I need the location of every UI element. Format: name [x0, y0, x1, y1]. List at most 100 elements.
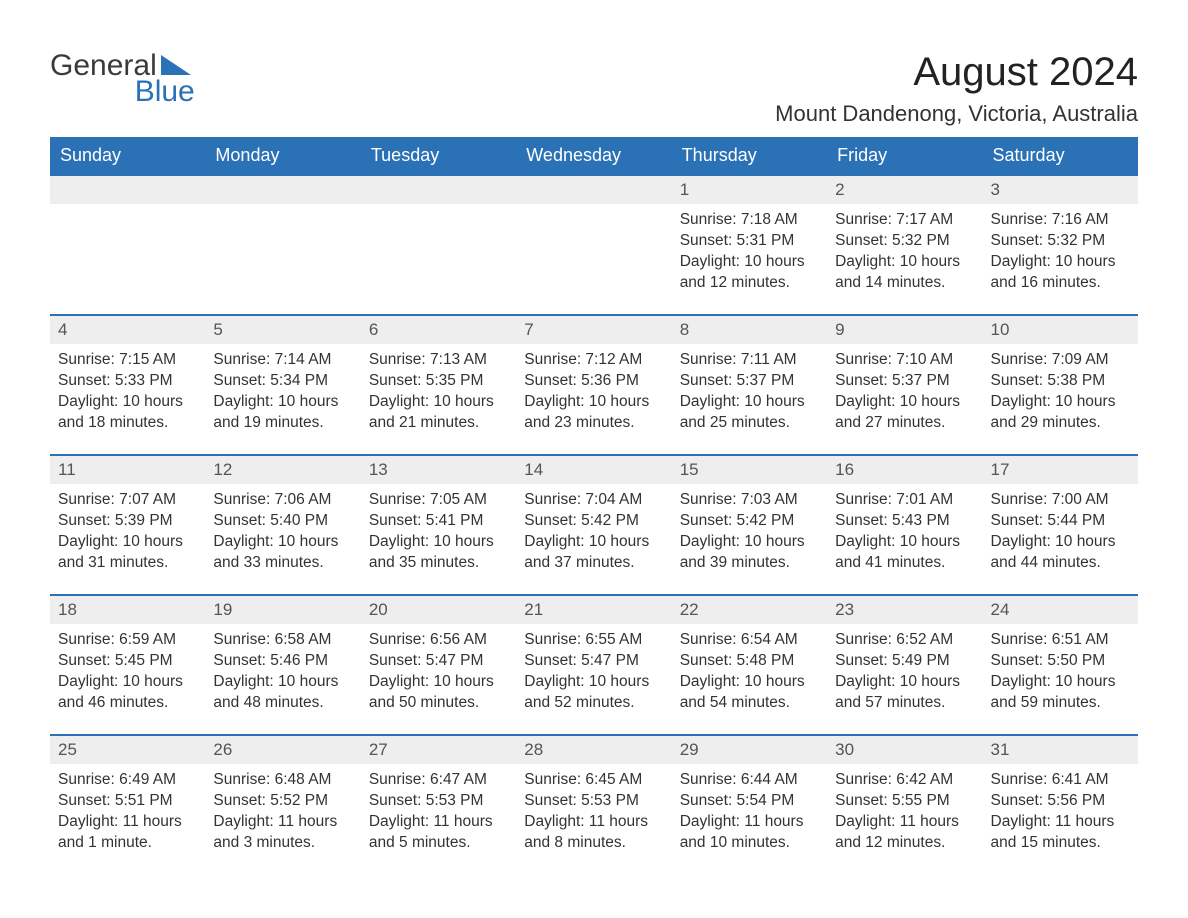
sunrise-text: Sunrise: 7:07 AM	[58, 490, 197, 511]
daylight-text: Daylight: 10 hours and 31 minutes.	[58, 532, 197, 574]
day-body: Sunrise: 7:01 AMSunset: 5:43 PMDaylight:…	[827, 484, 982, 594]
day-number	[205, 176, 360, 204]
weekday-header: Friday	[827, 137, 982, 175]
daylight-text: Daylight: 10 hours and 54 minutes.	[680, 672, 819, 714]
daylight-text: Daylight: 10 hours and 39 minutes.	[680, 532, 819, 574]
calendar-week-row: 18Sunrise: 6:59 AMSunset: 5:45 PMDayligh…	[50, 595, 1138, 735]
sunset-text: Sunset: 5:45 PM	[58, 651, 197, 672]
sunrise-text: Sunrise: 7:06 AM	[213, 490, 352, 511]
day-number	[361, 176, 516, 204]
calendar-cell: 27Sunrise: 6:47 AMSunset: 5:53 PMDayligh…	[361, 735, 516, 874]
calendar-cell: 23Sunrise: 6:52 AMSunset: 5:49 PMDayligh…	[827, 595, 982, 735]
day-number: 15	[672, 456, 827, 484]
day-body: Sunrise: 7:04 AMSunset: 5:42 PMDaylight:…	[516, 484, 671, 594]
day-body: Sunrise: 6:55 AMSunset: 5:47 PMDaylight:…	[516, 624, 671, 734]
header: General Blue August 2024 Mount Dandenong…	[50, 50, 1138, 127]
sunset-text: Sunset: 5:40 PM	[213, 511, 352, 532]
calendar-cell: 13Sunrise: 7:05 AMSunset: 5:41 PMDayligh…	[361, 455, 516, 595]
day-number: 16	[827, 456, 982, 484]
calendar-cell: 28Sunrise: 6:45 AMSunset: 5:53 PMDayligh…	[516, 735, 671, 874]
daylight-text: Daylight: 10 hours and 16 minutes.	[991, 252, 1130, 294]
daylight-text: Daylight: 10 hours and 33 minutes.	[213, 532, 352, 574]
day-number: 20	[361, 596, 516, 624]
day-body: Sunrise: 6:54 AMSunset: 5:48 PMDaylight:…	[672, 624, 827, 734]
day-body: Sunrise: 7:14 AMSunset: 5:34 PMDaylight:…	[205, 344, 360, 454]
sunrise-text: Sunrise: 6:48 AM	[213, 770, 352, 791]
calendar-cell: 2Sunrise: 7:17 AMSunset: 5:32 PMDaylight…	[827, 175, 982, 315]
sunrise-text: Sunrise: 7:16 AM	[991, 210, 1130, 231]
day-body: Sunrise: 6:58 AMSunset: 5:46 PMDaylight:…	[205, 624, 360, 734]
day-body: Sunrise: 7:10 AMSunset: 5:37 PMDaylight:…	[827, 344, 982, 454]
day-body: Sunrise: 7:09 AMSunset: 5:38 PMDaylight:…	[983, 344, 1138, 454]
sunrise-text: Sunrise: 6:47 AM	[369, 770, 508, 791]
sunset-text: Sunset: 5:42 PM	[524, 511, 663, 532]
day-number: 29	[672, 736, 827, 764]
day-body: Sunrise: 7:03 AMSunset: 5:42 PMDaylight:…	[672, 484, 827, 594]
sunset-text: Sunset: 5:49 PM	[835, 651, 974, 672]
sunrise-text: Sunrise: 6:59 AM	[58, 630, 197, 651]
sunrise-text: Sunrise: 6:49 AM	[58, 770, 197, 791]
daylight-text: Daylight: 10 hours and 27 minutes.	[835, 392, 974, 434]
daylight-text: Daylight: 11 hours and 8 minutes.	[524, 812, 663, 854]
day-body: Sunrise: 7:18 AMSunset: 5:31 PMDaylight:…	[672, 204, 827, 314]
sunset-text: Sunset: 5:37 PM	[680, 371, 819, 392]
day-number: 30	[827, 736, 982, 764]
day-number: 18	[50, 596, 205, 624]
daylight-text: Daylight: 10 hours and 25 minutes.	[680, 392, 819, 434]
day-body: Sunrise: 6:41 AMSunset: 5:56 PMDaylight:…	[983, 764, 1138, 874]
daylight-text: Daylight: 11 hours and 10 minutes.	[680, 812, 819, 854]
day-body: Sunrise: 6:56 AMSunset: 5:47 PMDaylight:…	[361, 624, 516, 734]
weekday-header: Wednesday	[516, 137, 671, 175]
calendar-cell-empty	[516, 175, 671, 315]
daylight-text: Daylight: 10 hours and 19 minutes.	[213, 392, 352, 434]
day-number: 8	[672, 316, 827, 344]
calendar-cell: 30Sunrise: 6:42 AMSunset: 5:55 PMDayligh…	[827, 735, 982, 874]
sunrise-text: Sunrise: 7:14 AM	[213, 350, 352, 371]
day-number: 1	[672, 176, 827, 204]
calendar-week-row: 4Sunrise: 7:15 AMSunset: 5:33 PMDaylight…	[50, 315, 1138, 455]
day-body: Sunrise: 7:16 AMSunset: 5:32 PMDaylight:…	[983, 204, 1138, 314]
calendar-cell: 5Sunrise: 7:14 AMSunset: 5:34 PMDaylight…	[205, 315, 360, 455]
day-body: Sunrise: 6:51 AMSunset: 5:50 PMDaylight:…	[983, 624, 1138, 734]
sunrise-text: Sunrise: 7:17 AM	[835, 210, 974, 231]
sunset-text: Sunset: 5:33 PM	[58, 371, 197, 392]
day-number: 25	[50, 736, 205, 764]
day-number	[516, 176, 671, 204]
calendar-cell: 14Sunrise: 7:04 AMSunset: 5:42 PMDayligh…	[516, 455, 671, 595]
day-number: 14	[516, 456, 671, 484]
daylight-text: Daylight: 10 hours and 12 minutes.	[680, 252, 819, 294]
calendar-cell: 7Sunrise: 7:12 AMSunset: 5:36 PMDaylight…	[516, 315, 671, 455]
sunset-text: Sunset: 5:53 PM	[369, 791, 508, 812]
sunset-text: Sunset: 5:56 PM	[991, 791, 1130, 812]
sunset-text: Sunset: 5:50 PM	[991, 651, 1130, 672]
daylight-text: Daylight: 11 hours and 3 minutes.	[213, 812, 352, 854]
daylight-text: Daylight: 10 hours and 46 minutes.	[58, 672, 197, 714]
sunset-text: Sunset: 5:51 PM	[58, 791, 197, 812]
calendar-body: 1Sunrise: 7:18 AMSunset: 5:31 PMDaylight…	[50, 175, 1138, 874]
calendar-cell: 24Sunrise: 6:51 AMSunset: 5:50 PMDayligh…	[983, 595, 1138, 735]
sunrise-text: Sunrise: 6:44 AM	[680, 770, 819, 791]
month-title: August 2024	[775, 50, 1138, 95]
calendar-cell: 25Sunrise: 6:49 AMSunset: 5:51 PMDayligh…	[50, 735, 205, 874]
weekday-header: Thursday	[672, 137, 827, 175]
sunrise-text: Sunrise: 7:12 AM	[524, 350, 663, 371]
daylight-text: Daylight: 10 hours and 18 minutes.	[58, 392, 197, 434]
day-body: Sunrise: 7:07 AMSunset: 5:39 PMDaylight:…	[50, 484, 205, 594]
daylight-text: Daylight: 10 hours and 14 minutes.	[835, 252, 974, 294]
sunset-text: Sunset: 5:53 PM	[524, 791, 663, 812]
sunrise-text: Sunrise: 6:54 AM	[680, 630, 819, 651]
day-body	[516, 204, 671, 314]
daylight-text: Daylight: 10 hours and 50 minutes.	[369, 672, 508, 714]
day-body	[361, 204, 516, 314]
sunset-text: Sunset: 5:47 PM	[369, 651, 508, 672]
calendar-table: SundayMondayTuesdayWednesdayThursdayFrid…	[50, 137, 1138, 874]
day-number: 10	[983, 316, 1138, 344]
calendar-cell-empty	[205, 175, 360, 315]
calendar-cell: 16Sunrise: 7:01 AMSunset: 5:43 PMDayligh…	[827, 455, 982, 595]
day-number: 2	[827, 176, 982, 204]
sunrise-text: Sunrise: 6:51 AM	[991, 630, 1130, 651]
sunrise-text: Sunrise: 6:45 AM	[524, 770, 663, 791]
sunrise-text: Sunrise: 7:09 AM	[991, 350, 1130, 371]
day-body: Sunrise: 7:06 AMSunset: 5:40 PMDaylight:…	[205, 484, 360, 594]
day-number: 3	[983, 176, 1138, 204]
